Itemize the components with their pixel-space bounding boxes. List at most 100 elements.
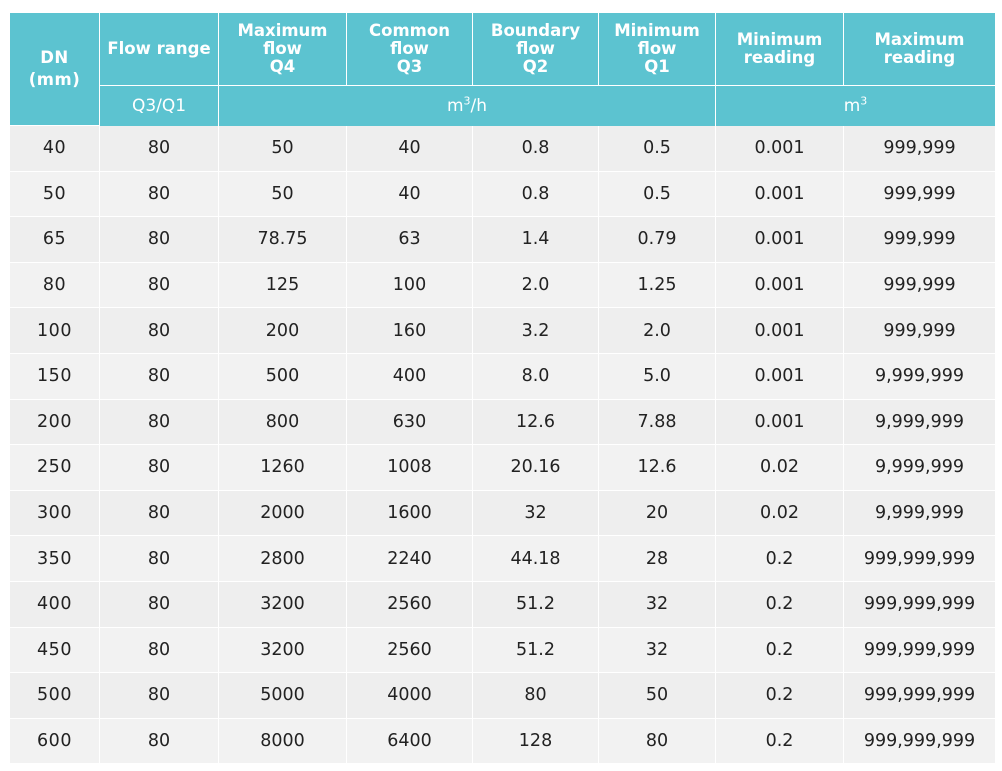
cell-max-reading: 999,999,999 — [844, 718, 995, 765]
header-q3: Common flow Q3 — [347, 13, 473, 86]
cell-min-reading: 0.001 — [716, 308, 844, 354]
table-row: 250 80 1260 1008 20.16 12.6 0.02 9,999,999 — [10, 445, 995, 491]
header-min-reading: Minimum reading — [716, 13, 844, 86]
cell-q3: 2240 — [347, 536, 473, 582]
cell-max-reading: 999,999 — [844, 171, 995, 218]
table-header: DN (mm) Flow range Maximum flow Q4 Commo… — [10, 13, 995, 126]
cell-q4: 3200 — [219, 627, 347, 674]
table-row: 400 80 3200 2560 51.2 32 0.2 999,999,999 — [10, 581, 995, 628]
cell-min-reading: 0.001 — [716, 171, 844, 218]
cell-q2: 44.18 — [473, 536, 599, 582]
cell-flow-range: 80 — [100, 171, 219, 218]
cell-flow-range: 80 — [100, 308, 219, 354]
table-row: 300 80 2000 1600 32 20 0.02 9,999,999 — [10, 490, 995, 537]
cell-dn: 600 — [10, 718, 100, 765]
header-row-titles: DN (mm) Flow range Maximum flow Q4 Commo… — [10, 13, 995, 126]
cell-flow-range: 80 — [100, 353, 219, 400]
header-q1: Minimum flow Q1 — [599, 13, 716, 86]
header-max-reading: Maximum reading — [844, 13, 995, 86]
cell-q4: 125 — [219, 262, 347, 309]
cell-q1: 28 — [599, 536, 716, 582]
table-row: 100 80 200 160 3.2 2.0 0.001 999,999 — [10, 308, 995, 354]
cell-min-reading: 0.001 — [716, 353, 844, 400]
cell-max-reading: 9,999,999 — [844, 490, 995, 537]
cell-q3: 40 — [347, 126, 473, 172]
cell-min-reading: 0.001 — [716, 126, 844, 172]
cell-q1: 0.5 — [599, 171, 716, 218]
table-row: 65 80 78.75 63 1.4 0.79 0.001 999,999 — [10, 217, 995, 263]
cell-flow-range: 80 — [100, 536, 219, 582]
table-row: 80 80 125 100 2.0 1.25 0.001 999,999 — [10, 262, 995, 309]
table-row: 500 80 5000 4000 80 50 0.2 999,999,999 — [10, 673, 995, 719]
cell-q1: 1.25 — [599, 262, 716, 309]
unit-reading-exponent: 3 — [860, 94, 868, 108]
cell-min-reading: 0.2 — [716, 581, 844, 628]
cell-q4: 2800 — [219, 536, 347, 582]
cell-q3: 1600 — [347, 490, 473, 537]
cell-dn: 50 — [10, 171, 100, 218]
cell-max-reading: 999,999,999 — [844, 581, 995, 628]
cell-dn: 250 — [10, 445, 100, 491]
cell-q2: 20.16 — [473, 445, 599, 491]
cell-max-reading: 999,999 — [844, 262, 995, 309]
cell-q1: 0.79 — [599, 217, 716, 263]
cell-q3: 2560 — [347, 627, 473, 674]
cell-q2: 128 — [473, 718, 599, 765]
cell-q1: 2.0 — [599, 308, 716, 354]
cell-q4: 1260 — [219, 445, 347, 491]
cell-flow-range: 80 — [100, 262, 219, 309]
header-flow-range: Flow range — [100, 13, 219, 86]
cell-q4: 5000 — [219, 673, 347, 719]
cell-q2: 3.2 — [473, 308, 599, 354]
cell-q3: 100 — [347, 262, 473, 309]
cell-flow-range: 80 — [100, 490, 219, 537]
cell-q3: 6400 — [347, 718, 473, 765]
cell-q4: 8000 — [219, 718, 347, 765]
cell-max-reading: 999,999 — [844, 217, 995, 263]
table-row: 450 80 3200 2560 51.2 32 0.2 999,999,999 — [10, 627, 995, 674]
cell-q2: 8.0 — [473, 353, 599, 400]
cell-q3: 2560 — [347, 581, 473, 628]
unit-flow-base: m — [446, 96, 464, 116]
table-row: 350 80 2800 2240 44.18 28 0.2 999,999,999 — [10, 536, 995, 582]
cell-min-reading: 0.001 — [716, 262, 844, 309]
unit-flow-suffix: /h — [470, 96, 488, 116]
cell-flow-range: 80 — [100, 445, 219, 491]
unit-reading-base: m — [843, 96, 861, 116]
table-row: 40 80 50 40 0.8 0.5 0.001 999,999 — [10, 126, 995, 172]
cell-min-reading: 0.2 — [716, 673, 844, 719]
cell-q4: 800 — [219, 399, 347, 446]
cell-q3: 63 — [347, 217, 473, 263]
table-row: 600 80 8000 6400 128 80 0.2 999,999,999 — [10, 718, 995, 765]
cell-q1: 7.88 — [599, 399, 716, 446]
water-meter-spec-table: DN (mm) Flow range Maximum flow Q4 Commo… — [10, 13, 995, 765]
cell-min-reading: 0.001 — [716, 217, 844, 263]
cell-max-reading: 999,999,999 — [844, 536, 995, 582]
table-row: 150 80 500 400 8.0 5.0 0.001 9,999,999 — [10, 353, 995, 400]
cell-max-reading: 9,999,999 — [844, 399, 995, 446]
cell-q4: 50 — [219, 126, 347, 172]
cell-max-reading: 999,999 — [844, 308, 995, 354]
cell-q1: 0.5 — [599, 126, 716, 172]
cell-q2: 0.8 — [473, 171, 599, 218]
cell-max-reading: 999,999,999 — [844, 673, 995, 719]
table-body: 40 80 50 40 0.8 0.5 0.001 999,999 50 80 50 40 0.8 0.5… — [10, 126, 995, 765]
cell-q3: 160 — [347, 308, 473, 354]
cell-flow-range: 80 — [100, 627, 219, 674]
cell-flow-range: 80 — [100, 718, 219, 765]
cell-dn: 400 — [10, 581, 100, 628]
cell-q3: 1008 — [347, 445, 473, 491]
cell-min-reading: 0.02 — [716, 490, 844, 537]
unit-flow-exponent: 3 — [463, 94, 471, 108]
cell-q1: 50 — [599, 673, 716, 719]
header-q2: Boundary flow Q2 — [473, 13, 599, 86]
cell-dn: 150 — [10, 353, 100, 400]
cell-flow-range: 80 — [100, 399, 219, 446]
cell-max-reading: 999,999 — [844, 126, 995, 172]
cell-dn: 100 — [10, 308, 100, 354]
cell-dn: 80 — [10, 262, 100, 309]
cell-dn: 40 — [10, 126, 100, 172]
cell-q2: 80 — [473, 673, 599, 719]
table-row: 50 80 50 40 0.8 0.5 0.001 999,999 — [10, 171, 995, 218]
cell-min-reading: 0.2 — [716, 536, 844, 582]
